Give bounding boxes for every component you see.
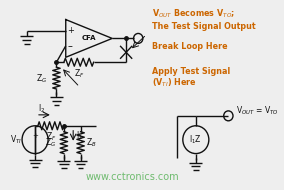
Text: I$_1$: I$_1$: [76, 129, 83, 142]
Text: Z$_F$: Z$_F$: [74, 68, 84, 80]
Text: V$_{OUT}$ = V$_{TO}$: V$_{OUT}$ = V$_{TO}$: [236, 105, 279, 117]
Text: +: +: [32, 133, 38, 139]
Text: V$_{TI}$: V$_{TI}$: [10, 133, 22, 146]
Text: Z$_G$: Z$_G$: [36, 73, 47, 85]
Text: V$_{OUT}$ Becomes V$_{TO}$;: V$_{OUT}$ Becomes V$_{TO}$;: [153, 8, 235, 20]
Text: Z$_B$: Z$_B$: [86, 136, 97, 149]
Text: Z$_F$: Z$_F$: [46, 131, 56, 143]
Text: Z$_G$: Z$_G$: [45, 136, 57, 149]
Text: Apply Test Signal: Apply Test Signal: [153, 67, 231, 76]
Text: www.cctronics.com: www.cctronics.com: [86, 172, 179, 182]
Text: –: –: [68, 41, 73, 51]
Text: Break Loop Here: Break Loop Here: [153, 42, 228, 51]
Text: +: +: [67, 26, 74, 36]
Text: (V$_{TI}$) Here: (V$_{TI}$) Here: [153, 77, 197, 89]
Text: I$_2$: I$_2$: [38, 103, 45, 115]
Text: CFA: CFA: [82, 35, 96, 41]
Text: I$_1$Z: I$_1$Z: [189, 133, 202, 146]
Text: The Test Signal Output: The Test Signal Output: [153, 22, 256, 31]
